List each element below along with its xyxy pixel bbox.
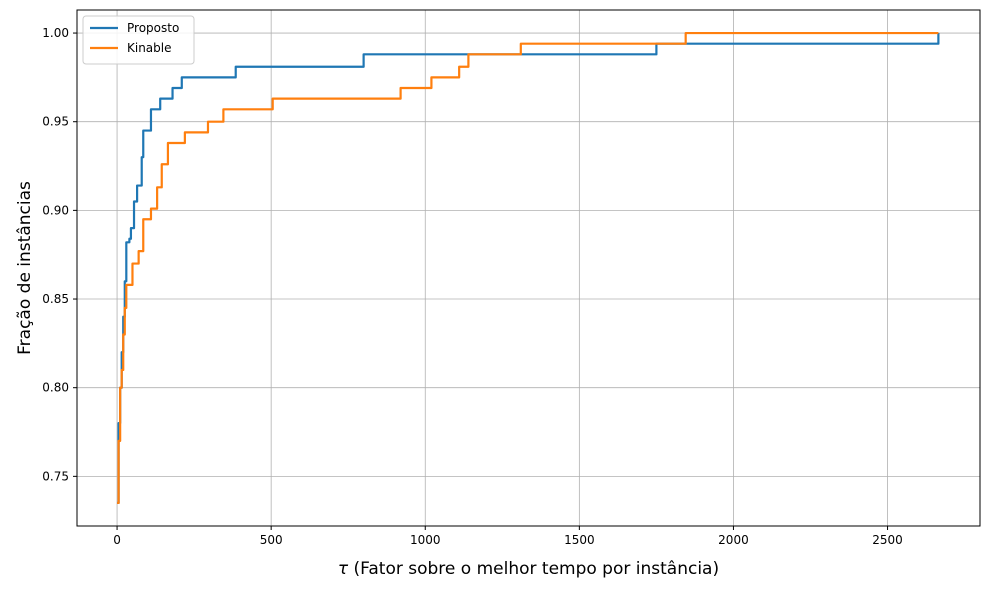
grid xyxy=(77,10,980,526)
x-tick-label: 1500 xyxy=(564,533,595,547)
y-axis-title: Fração de instâncias xyxy=(15,181,35,355)
legend-label: Kinable xyxy=(127,41,172,55)
y-tick-label: 0.90 xyxy=(42,203,69,217)
x-axis-title-text: (Fator sobre o melhor tempo por instânci… xyxy=(348,559,719,579)
legend-label: Proposto xyxy=(127,21,179,35)
legend: Proposto Kinable xyxy=(82,15,195,65)
x-tick-label: 2500 xyxy=(872,533,903,547)
y-axis: 0.75 0.80 0.85 0.90 0.95 1.00 xyxy=(42,26,77,483)
y-tick-label: 0.95 xyxy=(42,115,69,129)
series-line-kinable xyxy=(117,31,939,505)
x-axis-title-symbol: τ xyxy=(338,559,349,579)
x-tick-label: 0 xyxy=(113,533,121,547)
x-tick-label: 500 xyxy=(260,533,283,547)
x-tick-label: 2000 xyxy=(718,533,749,547)
series-lines xyxy=(117,31,940,505)
y-tick-label: 1.00 xyxy=(42,26,69,40)
x-axis-title: τ (Fator sobre o melhor tempo por instân… xyxy=(338,559,719,579)
y-tick-label: 0.85 xyxy=(42,292,69,306)
y-tick-label: 0.75 xyxy=(42,469,69,483)
x-axis: 0 500 1000 1500 2000 2500 xyxy=(113,526,903,547)
x-tick-label: 1000 xyxy=(410,533,441,547)
y-tick-label: 0.80 xyxy=(42,381,69,395)
plot-frame xyxy=(76,9,981,527)
